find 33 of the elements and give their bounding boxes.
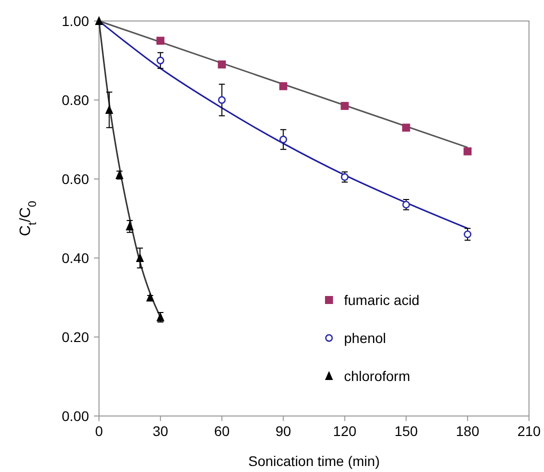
point: [279, 82, 288, 90]
point: [95, 16, 103, 25]
x-tick-label: 120: [333, 423, 357, 439]
point: [402, 124, 410, 132]
y-tick-label: 0.80: [62, 92, 90, 108]
point: [340, 102, 349, 110]
x-tick-label: 90: [275, 423, 292, 439]
point: [136, 253, 144, 262]
point: [146, 292, 154, 302]
y-tick-label: 0.40: [62, 250, 90, 266]
x-tick-label: 0: [95, 423, 104, 439]
point: [105, 104, 114, 114]
point: [156, 56, 164, 64]
legend-label: fumaric acid: [344, 292, 420, 308]
x-axis-title: Sonication time (min): [248, 453, 380, 469]
point: [464, 147, 472, 156]
x-tick-label: 210: [517, 423, 541, 439]
point: [279, 136, 288, 144]
x-tick-label: 180: [456, 423, 480, 439]
point: [218, 60, 226, 68]
x-tick-label: 150: [394, 423, 418, 439]
point: [218, 96, 226, 104]
y-tick-label: 1.00: [62, 12, 90, 29]
point: [156, 36, 164, 45]
point: [464, 230, 472, 238]
y-tick-label: 0.60: [62, 170, 90, 187]
legend-label: chloroform: [344, 368, 410, 384]
y-tick-label: 0.20: [62, 328, 90, 345]
y-tick-label: 0.00: [62, 408, 90, 424]
legend-label: phenol: [344, 330, 386, 346]
x-tick-label: 30: [152, 423, 168, 439]
point: [126, 221, 134, 230]
x-tick-label: 60: [214, 423, 230, 439]
